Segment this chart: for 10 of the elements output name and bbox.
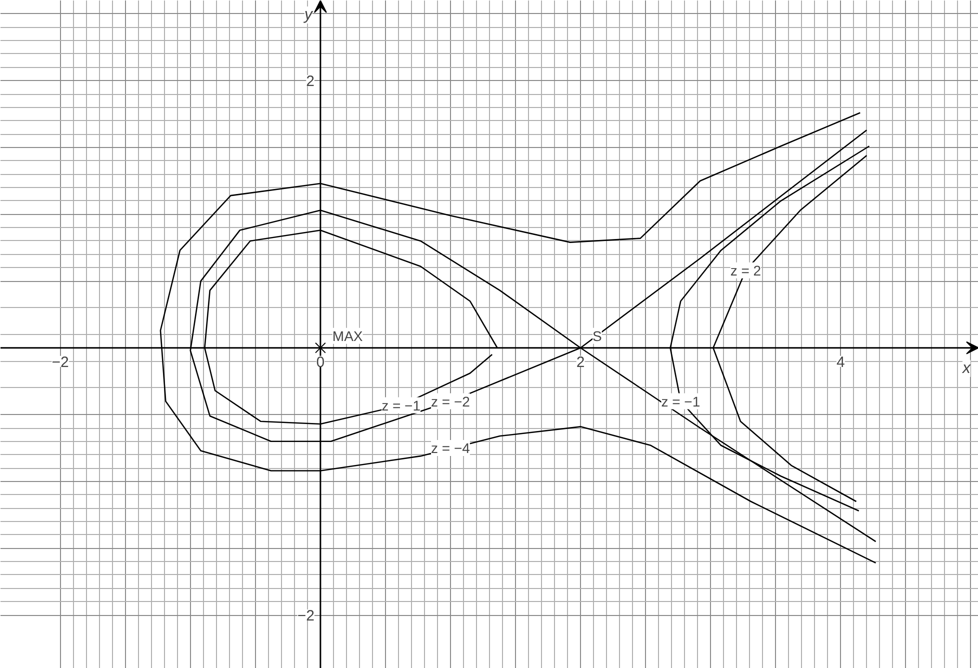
x-tick-label: 4 — [836, 354, 845, 371]
y-axis-title: y — [303, 6, 314, 24]
annotation: z = −4 — [431, 440, 470, 456]
x-tick-label: 0 — [316, 354, 325, 371]
x-tick-label: 2 — [576, 354, 585, 371]
annotation: MAX — [332, 328, 364, 344]
x-axis-title: x — [962, 360, 972, 377]
annotation: S — [592, 328, 602, 344]
x-tick-label: −2 — [52, 354, 69, 371]
point — [314, 342, 326, 354]
